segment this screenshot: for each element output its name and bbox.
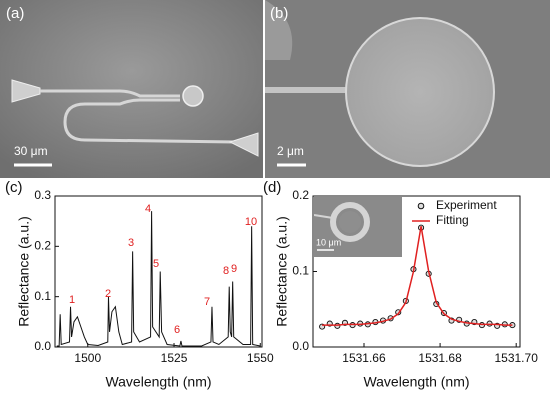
inset-image: 10 μm	[313, 197, 402, 257]
scale-bar-label: 2 μm	[277, 144, 304, 158]
y-tick-label: 0.3	[34, 188, 51, 202]
fit-line	[322, 226, 513, 326]
chart: 0.0 0.1 0.2 1531.66 1531.68 1531.70 (d) Wavelen…	[263, 179, 538, 390]
y-tick-label: 0.2	[34, 239, 51, 253]
x-tick-label: 1525	[161, 351, 188, 365]
y-axis-title: Reflectance (a.u.)	[16, 216, 32, 327]
panel-label: (c)	[5, 179, 23, 196]
peak-annotation: 6	[174, 324, 180, 336]
panel-label: (b)	[270, 5, 288, 22]
y-tick-label: 0.2	[292, 188, 309, 202]
panel-label: (a)	[6, 5, 24, 22]
legend-label: Fitting	[436, 213, 469, 227]
peak-annotation: 5	[153, 258, 159, 270]
y-tick-label: 0.1	[34, 289, 51, 303]
sem-image-a: (a) 30 μm	[0, 0, 263, 178]
x-tick-label: 1531.66	[342, 351, 386, 365]
spectrum-line	[56, 211, 261, 347]
x-tick-label: 1500	[74, 351, 101, 365]
peak-annotation: 8	[223, 265, 229, 277]
peak-annotation: 3	[128, 237, 134, 249]
y-tick-label: 0.1	[292, 264, 309, 278]
scale-bar-label: 30 μm	[14, 144, 48, 158]
peak-annotation: 7	[204, 296, 210, 308]
peak-annotation: 1	[69, 294, 75, 306]
sem-image-b: (b) 2 μm	[265, 0, 550, 178]
chart: 0.0 0.1 0.2 0.3 1500 1525 1550 (c) Wavelength (n…	[5, 179, 274, 390]
data-point	[478, 322, 485, 329]
y-axis-title: Reflectance (a.u.)	[274, 216, 290, 327]
y-tick-label: 0.0	[34, 339, 51, 353]
x-tick-label: 1531.68	[418, 351, 462, 365]
y-tick-label: 0.0	[292, 339, 309, 353]
data-point	[486, 320, 493, 327]
legend-label: Experiment	[436, 198, 497, 212]
panel-label: (d)	[263, 179, 281, 196]
peak-annotation: 10	[245, 216, 257, 228]
x-tick-label: 1531.70	[494, 351, 538, 365]
x-axis-title: Wavelength (nm)	[105, 374, 211, 390]
data-point	[349, 322, 356, 329]
plot-frame	[54, 195, 263, 348]
x-axis-title: Wavelength (nm)	[363, 374, 469, 390]
legend-swatch	[417, 202, 425, 210]
peak-annotation: 2	[105, 288, 111, 300]
peak-annotation: 9	[231, 263, 237, 275]
inset-scale-label: 10 μm	[316, 237, 341, 247]
x-tick-label: 1550	[247, 351, 274, 365]
peak-annotation: 4	[145, 203, 151, 215]
